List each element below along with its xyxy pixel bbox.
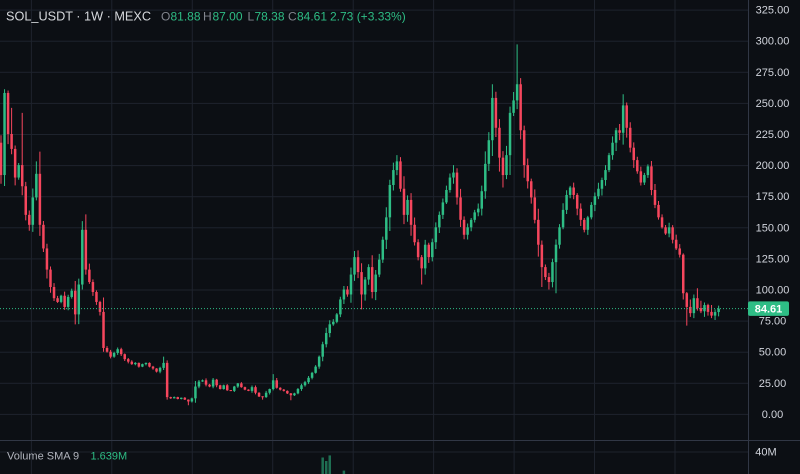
svg-text:81.88: 81.88 [171,9,201,23]
svg-text:L: L [248,9,255,23]
svg-text:100.00: 100.00 [756,285,790,297]
svg-text:275.00: 275.00 [756,67,790,79]
svg-text:125.00: 125.00 [756,253,790,265]
svg-text:H: H [203,9,212,23]
svg-text:2.73 (+3.33%): 2.73 (+3.33%) [330,9,406,23]
svg-text:Volume SMA 9: Volume SMA 9 [7,451,79,463]
svg-text:78.38: 78.38 [255,9,285,23]
svg-text:75.00: 75.00 [759,316,787,328]
svg-text:50.00: 50.00 [759,347,787,359]
svg-text:150.00: 150.00 [756,222,790,234]
svg-text:1.639M: 1.639M [91,451,128,463]
svg-text:0.00: 0.00 [762,409,783,421]
svg-text:C: C [288,9,297,23]
svg-text:O: O [161,9,170,23]
svg-text:200.00: 200.00 [756,160,790,172]
svg-text:175.00: 175.00 [756,191,790,203]
svg-text:84.61: 84.61 [297,9,327,23]
svg-text:40M: 40M [755,447,776,459]
svg-text:84.61: 84.61 [755,304,783,316]
svg-text:300.00: 300.00 [756,36,790,48]
svg-text:225.00: 225.00 [756,129,790,141]
svg-text:87.00: 87.00 [213,9,243,23]
svg-text:250.00: 250.00 [756,98,790,110]
svg-text:325.00: 325.00 [756,5,790,17]
svg-text:SOL_USDT · 1W · MEXC: SOL_USDT · 1W · MEXC [6,10,151,24]
svg-text:25.00: 25.00 [759,378,787,390]
